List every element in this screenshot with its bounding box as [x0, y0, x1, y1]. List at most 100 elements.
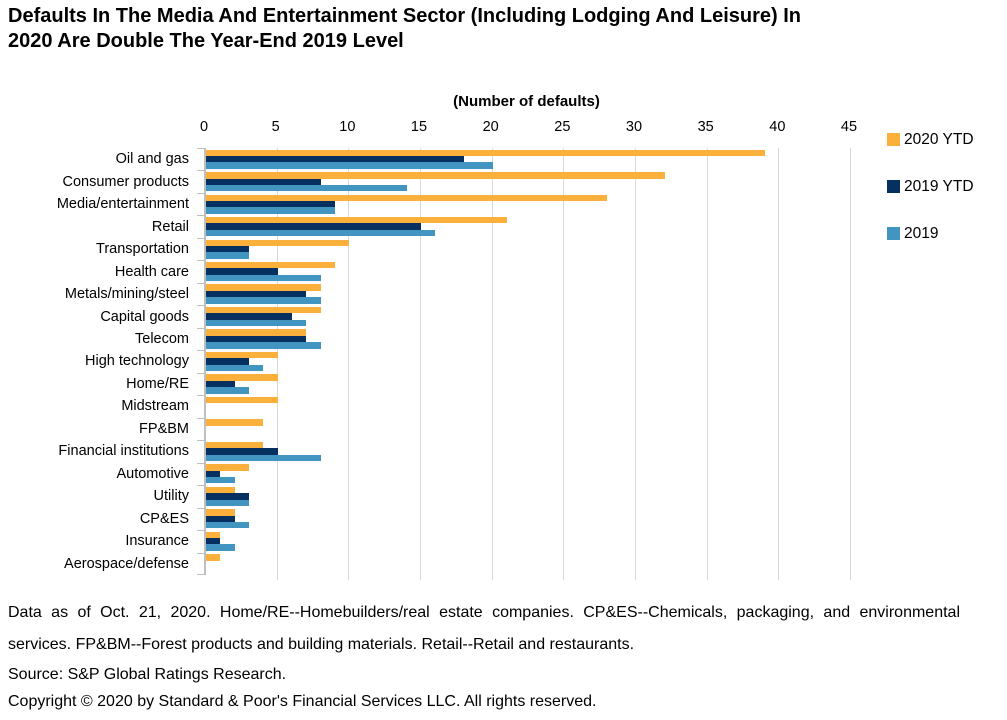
bar-2019 — [206, 229, 436, 237]
category-label: Financial institutions — [0, 440, 197, 462]
y-axis-tick — [197, 148, 206, 149]
bar-2019-ytd — [206, 156, 464, 163]
category-label-text: Automotive — [116, 465, 189, 482]
bar-2019-ytd — [206, 200, 335, 208]
bar-2019-ytd — [206, 538, 221, 545]
gridline — [491, 148, 493, 580]
category-label: Home/RE — [0, 373, 197, 395]
footer: Data as of Oct. 21, 2020. Home/RE--Homeb… — [8, 597, 960, 715]
bar-2019-ytd — [206, 245, 249, 253]
bar-2020-ytd — [206, 554, 221, 561]
category-label: CP&ES — [0, 508, 197, 530]
x-tick-label: 40 — [769, 119, 786, 135]
bar-group — [206, 260, 851, 282]
bar-2019 — [206, 522, 249, 529]
category-label-text: Health care — [114, 263, 189, 280]
bar-2020-ytd — [206, 396, 278, 404]
y-axis-tick — [197, 440, 206, 442]
category-label-text: Telecom — [135, 331, 189, 348]
gridline — [634, 148, 636, 580]
plot-area — [197, 148, 851, 580]
x-tick-label: 15 — [410, 119, 428, 135]
x-tick-label: 10 — [339, 119, 356, 135]
category-label-text: Utility — [153, 488, 189, 505]
category-label: Automotive — [0, 463, 197, 485]
bar-2019-ytd — [206, 313, 292, 320]
category-label: Retail — [0, 215, 197, 237]
category-label-text: Aerospace/defense — [64, 555, 189, 572]
category-label: Insurance — [0, 530, 197, 552]
category-label: Metals/mining/steel — [0, 283, 197, 305]
x-tick-label: 0 — [199, 119, 209, 135]
category-label-text: Transportation — [96, 241, 189, 258]
bar-2019-ytd — [206, 335, 307, 343]
x-tick-label: 30 — [625, 119, 643, 135]
category-label: Capital goods — [0, 305, 197, 327]
legend-label: 2019 — [904, 225, 939, 242]
bar-2019-ytd — [206, 223, 421, 230]
bar-2020-ytd — [206, 419, 264, 426]
y-axis-tick — [197, 237, 206, 239]
legend-swatch-2020-ytd — [887, 133, 900, 146]
y-axis-tick — [197, 215, 206, 217]
bar-2020-ytd — [206, 172, 665, 179]
y-axis-tick — [197, 260, 206, 262]
bar-2019-ytd — [206, 470, 221, 478]
bar-group — [206, 553, 851, 575]
footer-copyright: Copyright © 2020 by Standard & Poor's Fi… — [8, 693, 597, 710]
bar-2019 — [206, 477, 235, 484]
footer-note: Data as of Oct. 21, 2020. Home/RE--Homeb… — [8, 604, 960, 653]
legend-swatch-2019 — [887, 227, 900, 240]
bar-2020-ytd — [206, 441, 264, 449]
bar-2020-ytd — [206, 486, 235, 494]
gridline — [348, 148, 350, 580]
bar-2019 — [206, 364, 264, 372]
x-tick-label: 20 — [482, 119, 499, 135]
bar-2019-ytd — [206, 290, 307, 298]
bar-2020-ytd — [206, 374, 278, 381]
category-label: Consumer products — [0, 170, 197, 192]
bar-group — [206, 418, 851, 440]
y-axis-tick — [197, 552, 206, 554]
category-label-text: CP&ES — [139, 510, 189, 527]
bar-group — [206, 170, 851, 192]
bar-2019 — [206, 544, 235, 551]
category-label-text: High technology — [85, 353, 189, 370]
bar-group — [206, 373, 851, 395]
y-axis-tick — [197, 507, 206, 509]
bar-2019 — [206, 274, 321, 282]
x-tick-label: 35 — [697, 119, 714, 135]
bar-2019 — [206, 252, 249, 259]
bar-2019 — [206, 162, 493, 169]
category-labels: Oil and gas Consumer products Media/entert… — [0, 148, 197, 575]
bar-2020-ytd — [206, 351, 278, 359]
bar-2019-ytd — [206, 380, 235, 388]
category-label-text: Retail — [151, 218, 189, 235]
legend-item: 2019 — [887, 225, 974, 243]
bar-2019-ytd — [206, 515, 235, 522]
y-axis-tick — [197, 395, 206, 397]
bar-group — [206, 530, 851, 552]
legend-item: 2019 YTD — [887, 178, 974, 196]
bar-2019 — [206, 342, 321, 349]
gridline — [419, 148, 421, 580]
bar-group — [206, 328, 851, 350]
bar-2019 — [206, 184, 407, 192]
gridline — [706, 148, 708, 580]
bar-group — [206, 485, 851, 507]
bar-2020-ytd — [206, 531, 221, 539]
y-axis-tick — [197, 170, 206, 172]
category-label-text: Metals/mining/steel — [64, 286, 189, 303]
category-label: FP&BM — [0, 418, 197, 440]
bar-2020-ytd — [206, 284, 321, 291]
y-axis-tick — [197, 192, 206, 194]
bar-2019-ytd — [206, 358, 249, 365]
category-label: Oil and gas — [0, 148, 197, 170]
bar-2019-ytd — [206, 448, 278, 455]
bar-group — [206, 508, 851, 530]
category-label-text: Capital goods — [100, 308, 189, 325]
category-label: Midstream — [0, 395, 197, 417]
bar-2019 — [206, 207, 335, 214]
x-axis-ticks: 0 5 10 15 20 25 30 35 40 45 — [200, 119, 857, 137]
